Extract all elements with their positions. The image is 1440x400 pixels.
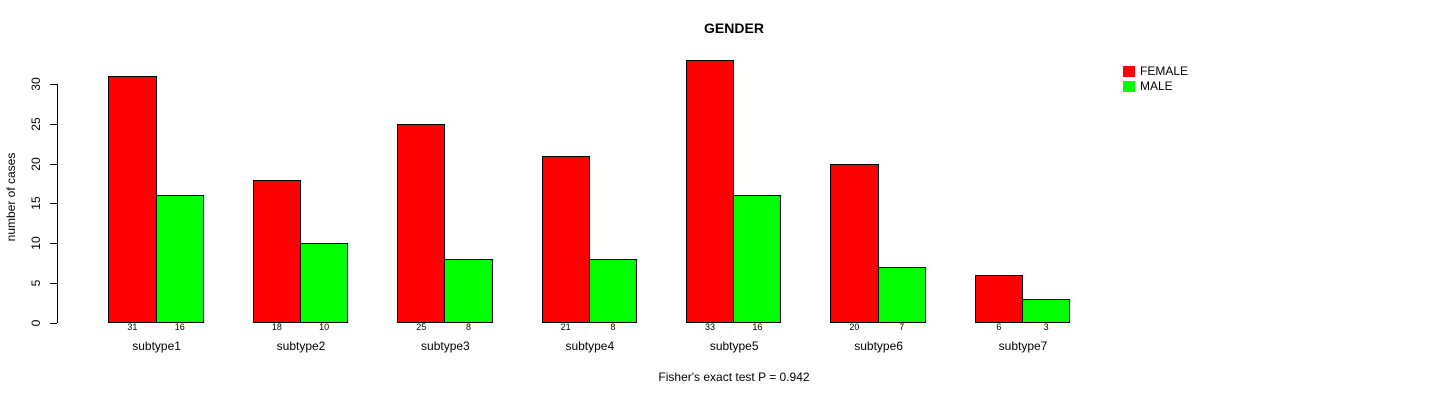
- bar-value-label: 18: [271, 322, 282, 332]
- chart-title: GENDER: [704, 20, 764, 36]
- bar-female-subtype7: [974, 275, 1023, 323]
- y-tick: [50, 163, 57, 165]
- bar-value-label: 7: [899, 322, 905, 332]
- bar-value-label: 3: [1043, 322, 1049, 332]
- bar-male-subtype4: [588, 259, 638, 323]
- bar-value-label: 10: [319, 322, 330, 332]
- bar-female-subtype2: [252, 179, 301, 323]
- y-axis-line: [57, 84, 58, 323]
- bar-male-subtype6: [877, 267, 926, 323]
- bar-value-label: 6: [996, 322, 1002, 332]
- bar-male-subtype1: [155, 195, 204, 323]
- category-label: subtype5: [709, 339, 759, 353]
- y-tick: [50, 323, 57, 324]
- legend: FEMALE MALE: [1123, 65, 1188, 95]
- legend-label: FEMALE: [1140, 64, 1189, 78]
- bar-value-label: 8: [466, 322, 472, 332]
- y-tick: [50, 203, 57, 205]
- legend-item-male: MALE: [1123, 80, 1188, 92]
- category-label: subtype4: [565, 339, 615, 353]
- bar-female-subtype3: [397, 123, 446, 323]
- bar-male-subtype7: [1022, 299, 1071, 323]
- y-tick-label: 0: [29, 319, 43, 327]
- bar-value-label: 16: [752, 322, 763, 332]
- y-axis-label: number of cases: [4, 152, 18, 242]
- bar-value-label: 33: [705, 322, 716, 332]
- bar-value-label: 31: [127, 322, 138, 332]
- bar-female-subtype4: [541, 155, 590, 323]
- bar-value-label: 8: [610, 322, 616, 332]
- bar-male-subtype3: [444, 259, 493, 323]
- stat-note: Fisher's exact test P = 0.942: [658, 370, 810, 384]
- bar-female-subtype1: [108, 75, 157, 323]
- y-tick: [50, 283, 57, 285]
- bar-female-subtype6: [830, 163, 879, 323]
- y-tick-label: 5: [29, 279, 43, 287]
- bar-male-subtype5: [733, 195, 782, 323]
- y-tick-label: 25: [29, 117, 43, 131]
- y-tick-label: 10: [29, 236, 43, 250]
- category-label: subtype7: [998, 339, 1048, 353]
- legend-item-female: FEMALE: [1123, 65, 1188, 77]
- legend-swatch-male: [1123, 80, 1135, 92]
- bar-value-label: 16: [174, 322, 185, 332]
- bar-male-subtype2: [300, 243, 349, 323]
- bar-value-label: 20: [849, 322, 860, 332]
- bar-female-subtype5: [685, 59, 735, 323]
- bar-value-label: 25: [416, 322, 427, 332]
- y-tick-label: 30: [29, 77, 43, 91]
- y-tick: [50, 243, 57, 245]
- category-label: subtype6: [854, 339, 903, 353]
- legend-label: MALE: [1140, 79, 1173, 93]
- y-tick: [50, 83, 57, 85]
- y-tick-label: 20: [29, 156, 43, 171]
- legend-swatch-female: [1123, 65, 1135, 77]
- category-label: subtype2: [276, 339, 326, 353]
- y-tick: [50, 123, 57, 125]
- category-label: subtype1: [132, 339, 181, 353]
- y-tick-label: 15: [29, 196, 43, 211]
- category-label: subtype3: [421, 339, 470, 353]
- bar-value-label: 21: [560, 322, 571, 332]
